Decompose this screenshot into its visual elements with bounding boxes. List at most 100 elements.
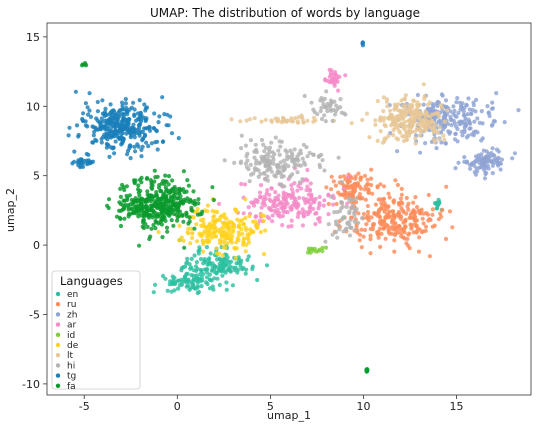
point-de [181,238,186,243]
point-fa [147,236,152,242]
point-hi [276,148,281,153]
point-en [205,267,210,272]
point-zh [451,104,456,109]
point-tg [114,130,119,135]
point-de [207,230,212,235]
point-zh [464,122,469,127]
point-fa [174,201,179,206]
point-zh [512,151,518,156]
y-tick-label: 0 [33,239,40,252]
point-zh [502,120,507,125]
point-id [320,249,325,254]
point-ru [355,181,360,186]
point-ar [267,197,272,202]
point-en [255,277,260,283]
point-en [151,290,156,295]
point-de [211,223,216,228]
legend-entry-tg: tg [55,372,76,382]
point-tg [143,108,148,113]
point-hi [232,160,237,165]
point-de [211,231,216,236]
point-de [228,238,233,243]
point-lt [402,97,407,102]
point-ar [330,202,336,207]
point-tg [136,117,141,122]
point-tg [140,129,145,135]
legend-marker [55,332,61,337]
point-tg [120,103,125,108]
point-tg [131,122,136,127]
point-hi [311,152,316,157]
point-tg [118,135,123,141]
point-de [240,231,245,236]
point-ar [285,210,290,215]
point-ru [331,179,336,184]
point-de [263,228,268,233]
point-ar [305,184,310,189]
legend-marker [55,373,61,378]
point-de [190,235,195,241]
point-ru [419,230,424,235]
point-en [236,267,241,272]
point-ru [365,203,370,209]
point-ar [300,223,305,228]
point-ru [386,213,391,218]
point-ar [259,205,264,210]
point-ru [399,192,404,197]
point-zh [486,111,491,116]
point-de [207,221,212,226]
point-de [244,242,249,247]
point-fa [160,217,165,222]
point-ar [317,194,322,200]
point-tg [67,125,72,130]
point-fa [173,189,178,194]
point-zh [460,101,465,106]
point-hi [254,147,259,152]
point-hi [302,93,307,99]
point-ru [393,178,398,183]
point-hi [286,164,291,169]
point-ar [283,204,288,210]
point-ru [354,224,359,229]
point-hi [322,168,327,173]
x-tick-label: 0 [174,400,181,413]
point-hi [347,209,352,214]
legend-label: de [67,341,79,351]
point-lt [375,99,380,104]
point-hi [298,163,303,168]
point-fa [188,197,193,202]
point-en [185,256,190,261]
point-hi [222,158,227,163]
point-hi [287,175,292,180]
point-ar [258,195,263,200]
point-de [241,222,246,227]
point-zh [446,129,451,134]
point-zh [491,119,496,124]
point-fa [156,212,161,217]
point-lt [252,116,257,121]
point-fa [182,245,187,250]
point-ar [262,203,267,208]
point-ar [295,214,300,219]
point-fa [165,229,170,234]
y-tick-label: 5 [33,170,40,183]
point-hi [289,156,294,161]
point-de [228,232,233,237]
point-ar [346,174,351,179]
point-fa [106,205,111,211]
point-hi [319,96,324,101]
point-en [181,265,186,270]
point-en [194,260,199,265]
point-fa [136,214,141,219]
point-de [222,220,227,225]
point-zh [449,123,454,128]
point-tg [142,126,147,131]
point-tg [70,161,75,166]
point-tg [94,138,99,143]
point-zh [467,120,472,125]
point-en [220,273,225,278]
point-lt [389,123,394,128]
point-lt [381,95,386,100]
point-tg [104,131,109,136]
point-zh [468,166,473,171]
